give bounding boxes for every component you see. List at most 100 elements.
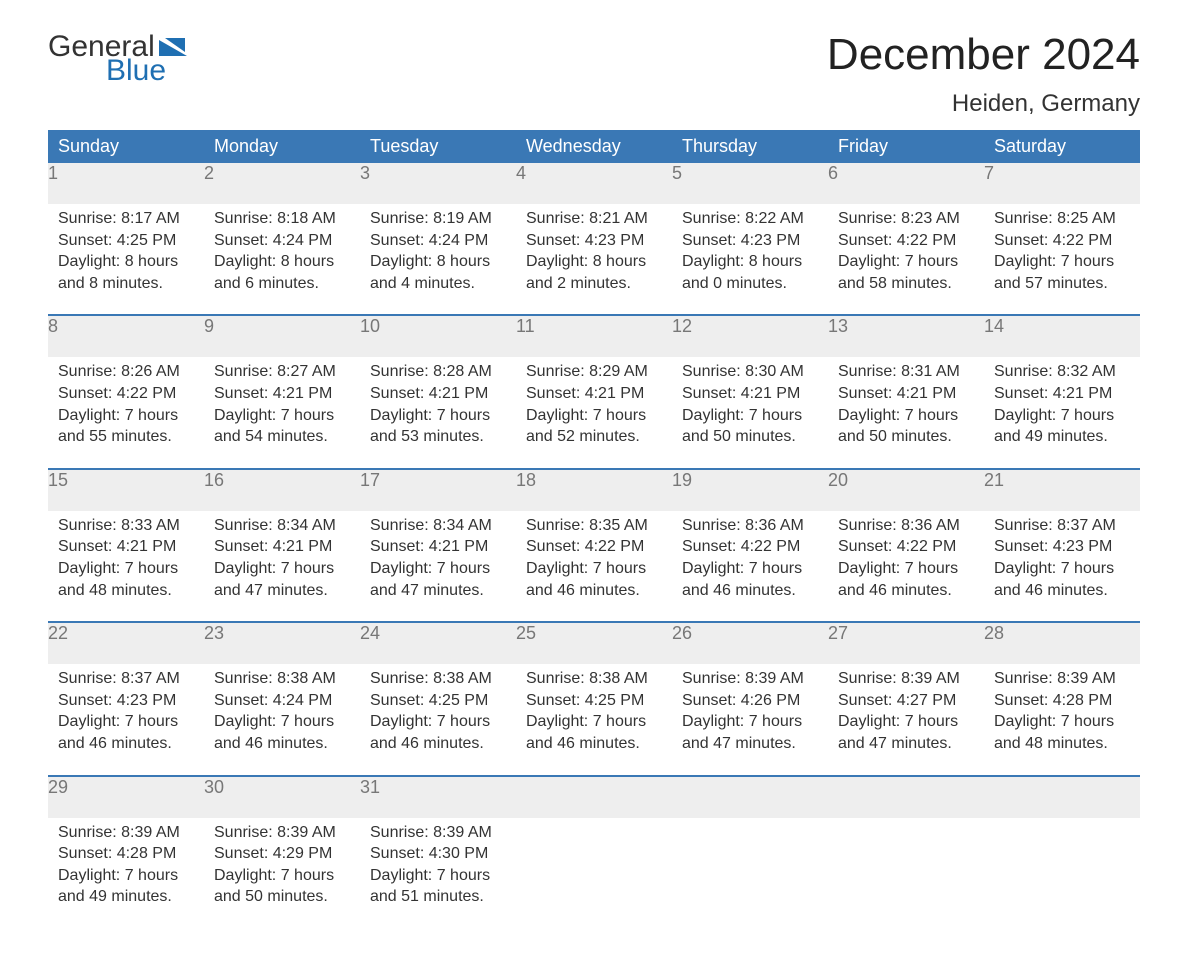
day-number-row: 891011121314 [48,316,1140,357]
daylight-line1: Daylight: 8 hours [58,251,194,273]
sunrise-text: Sunrise: 8:32 AM [994,361,1130,383]
daylight-line1: Daylight: 7 hours [370,405,506,427]
daylight-line2: and 47 minutes. [838,733,974,755]
daylight-line1: Daylight: 7 hours [58,405,194,427]
sunset-text: Sunset: 4:24 PM [214,690,350,712]
sunset-text: Sunset: 4:22 PM [838,230,974,252]
day-number: 24 [360,623,516,664]
daylight-line2: and 50 minutes. [214,886,350,908]
day-content-row: Sunrise: 8:33 AMSunset: 4:21 PMDaylight:… [48,511,1140,621]
sunrise-text: Sunrise: 8:35 AM [526,515,662,537]
day-content-row: Sunrise: 8:17 AMSunset: 4:25 PMDaylight:… [48,204,1140,314]
day-content-row: Sunrise: 8:37 AMSunset: 4:23 PM Daylight:… [48,664,1140,774]
daylight-line2: and 51 minutes. [370,886,506,908]
day-cell: Sunrise: 8:38 AMSunset: 4:25 PMDaylight:… [516,664,672,774]
day-number [516,777,672,818]
sunrise-text: Sunrise: 8:38 AM [214,668,350,690]
day-number: 3 [360,163,516,204]
daylight-line1: Daylight: 7 hours [682,405,818,427]
daylight-line2: and 47 minutes. [682,733,818,755]
sunrise-text: Sunrise: 8:37 AM [58,668,194,690]
sunset-text: Sunset: 4:24 PM [214,230,350,252]
sunrise-text: Sunrise: 8:26 AM [58,361,194,383]
sunrise-text: Sunrise: 8:39 AM [370,822,506,844]
daylight-line1: Daylight: 7 hours [838,405,974,427]
day-cell: Sunrise: 8:23 AMSunset: 4:22 PMDaylight:… [828,204,984,314]
sunset-text: Sunset: 4:21 PM [994,383,1130,405]
sunrise-text: Sunrise: 8:19 AM [370,208,506,230]
sunrise-text: Sunrise: 8:17 AM [58,208,194,230]
daylight-line1: Daylight: 8 hours [682,251,818,273]
day-cell: Sunrise: 8:21 AMSunset: 4:23 PMDaylight:… [516,204,672,314]
sunset-text: Sunset: 4:25 PM [370,690,506,712]
day-cell: Sunrise: 8:34 AMSunset: 4:21 PMDaylight:… [204,511,360,621]
sunset-text: Sunset: 4:29 PM [214,843,350,865]
day-number: 6 [828,163,984,204]
sunrise-text: Sunrise: 8:37 AM [994,515,1130,537]
day-number: 25 [516,623,672,664]
day-cell: Sunrise: 8:39 AMSunset: 4:29 PMDaylight:… [204,818,360,928]
daylight-line2: and 53 minutes. [370,426,506,448]
day-number: 27 [828,623,984,664]
daylight-line1: Daylight: 7 hours [214,405,350,427]
day-number: 29 [48,777,204,818]
day-cell [672,818,828,928]
daylight-line2: and 48 minutes. [994,733,1130,755]
day-cell: Sunrise: 8:39 AMSunset: 4:28 PMDaylight:… [48,818,204,928]
day-cell: Sunrise: 8:27 AMSunset: 4:21 PMDaylight:… [204,357,360,467]
day-number: 4 [516,163,672,204]
day-number: 8 [48,316,204,357]
weekday-header: Sunday [48,130,204,163]
sunrise-text: Sunrise: 8:28 AM [370,361,506,383]
daylight-line2: and 54 minutes. [214,426,350,448]
title-block: December 2024 Heiden, Germany [827,30,1140,118]
sunset-text: Sunset: 4:22 PM [58,383,194,405]
weekday-header: Monday [204,130,360,163]
day-content-row: Sunrise: 8:26 AMSunset: 4:22 PMDaylight:… [48,357,1140,467]
day-cell: Sunrise: 8:32 AMSunset: 4:21 PMDaylight:… [984,357,1140,467]
sunset-text: Sunset: 4:23 PM [58,690,194,712]
sunset-text: Sunset: 4:21 PM [58,536,194,558]
day-number-row: 22232425262728 [48,623,1140,664]
day-number: 11 [516,316,672,357]
daylight-line1: Daylight: 7 hours [838,558,974,580]
day-cell: Sunrise: 8:39 AMSunset: 4:28 PMDaylight:… [984,664,1140,774]
daylight-line2: and 4 minutes. [370,273,506,295]
day-number: 10 [360,316,516,357]
daylight-line1: Daylight: 7 hours [994,251,1130,273]
day-cell: Sunrise: 8:39 AMSunset: 4:27 PMDaylight:… [828,664,984,774]
day-cell: Sunrise: 8:35 AMSunset: 4:22 PMDaylight:… [516,511,672,621]
day-number: 21 [984,470,1140,511]
day-cell: Sunrise: 8:29 AMSunset: 4:21 PMDaylight:… [516,357,672,467]
daylight-line2: and 47 minutes. [214,580,350,602]
day-cell: Sunrise: 8:33 AMSunset: 4:21 PMDaylight:… [48,511,204,621]
day-number: 30 [204,777,360,818]
day-number: 1 [48,163,204,204]
daylight-line1: Daylight: 8 hours [526,251,662,273]
day-number [828,777,984,818]
day-number [672,777,828,818]
day-number: 14 [984,316,1140,357]
daylight-line2: and 50 minutes. [838,426,974,448]
daylight-line1: Daylight: 7 hours [526,405,662,427]
daylight-line1: Daylight: 7 hours [994,558,1130,580]
sunset-text: Sunset: 4:23 PM [526,230,662,252]
sunrise-text: Sunrise: 8:31 AM [838,361,974,383]
sunset-text: Sunset: 4:23 PM [994,536,1130,558]
daylight-line2: and 0 minutes. [682,273,818,295]
daylight-line2: and 46 minutes. [526,733,662,755]
page-subtitle: Heiden, Germany [827,90,1140,118]
day-cell [984,818,1140,928]
sunset-text: Sunset: 4:28 PM [994,690,1130,712]
sunrise-text: Sunrise: 8:38 AM [526,668,662,690]
calendar-page: General Blue December 2024 Heiden, Germa… [0,0,1188,968]
daylight-line1: Daylight: 7 hours [526,711,662,733]
day-cell: Sunrise: 8:26 AMSunset: 4:22 PMDaylight:… [48,357,204,467]
day-cell: Sunrise: 8:36 AMSunset: 4:22 PMDaylight:… [672,511,828,621]
sunset-text: Sunset: 4:25 PM [58,230,194,252]
day-cell: Sunrise: 8:36 AMSunset: 4:22 PMDaylight:… [828,511,984,621]
daylight-line1: Daylight: 7 hours [994,405,1130,427]
day-cell: Sunrise: 8:22 AMSunset: 4:23 PMDaylight:… [672,204,828,314]
sunrise-text: Sunrise: 8:23 AM [838,208,974,230]
daylight-line2: and 48 minutes. [58,580,194,602]
